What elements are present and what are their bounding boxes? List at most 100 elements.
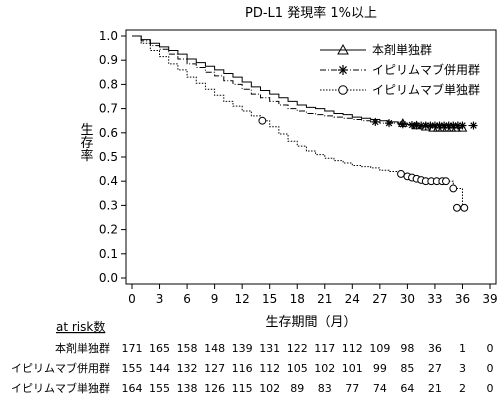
x-tick-label: 6: [183, 292, 191, 306]
x-axis-label: 生存期間（月）: [265, 315, 356, 330]
censor-marker-asterisk: [458, 121, 467, 130]
at-risk-value: 116: [232, 362, 253, 375]
series-line: [132, 35, 463, 208]
censor-marker-asterisk: [469, 121, 478, 130]
x-tick-label: 39: [482, 292, 497, 306]
at-risk-value: 112: [259, 362, 280, 375]
y-tick-label: 0.7: [99, 102, 118, 116]
legend-item: イピリムマブ併用群: [320, 62, 480, 77]
y-tick-label: 0.8: [99, 77, 118, 91]
series-3: [132, 35, 469, 212]
at-risk-value: 102: [314, 362, 335, 375]
at-risk-value: 98: [400, 342, 414, 355]
censor-marker-asterisk: [338, 65, 348, 75]
asterisk-stroke: [399, 121, 407, 128]
at-risk-row: イピリムマブ併用群 155 144 132 127 116 112 105 102 101 99 85…: [11, 361, 494, 375]
censor-marker-circle: [442, 177, 450, 186]
x-tick-label: 27: [372, 292, 387, 306]
asterisk-stroke: [459, 122, 466, 129]
at-risk-value: 126: [204, 382, 225, 395]
at-risk-value: 171: [122, 342, 143, 355]
at-risk-value: 21: [428, 382, 442, 395]
censor-marker-asterisk: [398, 120, 407, 129]
series-line: [132, 35, 463, 129]
at-risk-title: at risk数: [56, 319, 105, 334]
at-risk-value: 122: [287, 342, 308, 355]
at-risk-value: 99: [373, 362, 387, 375]
x-tick-label: 15: [262, 292, 277, 306]
at-risk-row-label: イピリムマブ単独群: [11, 381, 110, 395]
at-risk-value: 138: [177, 382, 198, 395]
at-risk-row-label: 本剤単独群: [55, 341, 110, 355]
x-tick-label: 21: [317, 292, 332, 306]
y-tick-label: 0.0: [99, 271, 118, 285]
at-risk-value: 131: [259, 342, 280, 355]
at-risk-value: 117: [314, 342, 335, 355]
censor-marker-circle: [449, 184, 458, 193]
at-risk-row-label: イピリムマブ併用群: [11, 361, 110, 375]
x-tick-label: 24: [345, 292, 360, 306]
at-risk-value: 3: [459, 362, 466, 375]
at-risk-value: 0: [487, 342, 494, 355]
censor-marker-asterisk: [440, 121, 449, 130]
at-risk-value: 0: [487, 382, 494, 395]
at-risk-value: 158: [177, 342, 198, 355]
at-risk-row: イピリムマブ単独群 164 155 138 126 115 102 89 83 77 74 64 21 2…: [11, 381, 494, 395]
x-tick-label: 36: [455, 292, 470, 306]
at-risk-value: 164: [122, 382, 143, 395]
at-risk-value: 148: [204, 342, 225, 355]
censor-marker-asterisk: [371, 117, 380, 126]
plot-area: 0.00.10.20.30.40.50.60.70.80.91.0 0 3 6 9 12…: [99, 29, 498, 306]
censor-marker-circle: [397, 170, 405, 178]
y-tick-label: 0.5: [99, 150, 118, 164]
y-tick-label: 0.9: [99, 53, 118, 67]
at-risk-value: 64: [400, 382, 414, 395]
at-risk-value: 112: [342, 342, 363, 355]
at-risk-value: 101: [342, 362, 363, 375]
censor-marker-triangle: [337, 43, 349, 55]
at-risk-value: 2: [459, 382, 466, 395]
at-risk-value: 155: [149, 382, 170, 395]
legend-label: イピリムマブ併用群: [372, 62, 480, 77]
series-2: [132, 35, 478, 130]
at-risk-value: 165: [149, 342, 170, 355]
chart-title: PD-L1 発現率 1%以上: [245, 5, 377, 21]
y-axis: 0.0 0.1 0.2 0.3 0.4 0.5 0.6 0.7 0.8 0.9 1.0: [99, 29, 126, 285]
x-tick-label: 12: [235, 292, 250, 306]
asterisk-stroke: [385, 119, 393, 127]
at-risk-value: 36: [428, 342, 442, 355]
at-risk-value: 139: [232, 342, 253, 355]
y-axis-label: 生存率: [78, 123, 94, 162]
y-tick-label: 0.3: [99, 198, 118, 212]
legend-item: 本剤単独群: [320, 42, 432, 57]
y-tick-label: 0.2: [99, 223, 118, 237]
at-risk-row: 本剤単独群 171 165 158 148 139 131 122 117 112 109 98 36 1…: [55, 341, 494, 355]
at-risk-value: 109: [369, 342, 390, 355]
at-risk-value: 74: [373, 382, 387, 395]
at-risk-rows: 本剤単独群 171 165 158 148 139 131 122 117 112 109 98 36 1…: [11, 341, 494, 395]
censor-marker-circle: [453, 203, 461, 212]
y-tick-label: 0.1: [99, 247, 118, 261]
censor-marker-asterisk: [412, 121, 421, 130]
asterisk-stroke: [470, 122, 477, 129]
at-risk-value: 77: [345, 382, 359, 395]
at-risk-value: 155: [122, 362, 143, 375]
y-tick-label: 0.6: [99, 126, 118, 140]
at-risk-value: 85: [400, 362, 414, 375]
at-risk-value: 0: [487, 362, 494, 375]
legend-label: イピリムマブ単独群: [372, 82, 480, 97]
at-risk-table: at risk数 本剤単独群 171 165 158 148 139 131 122 117 11…: [11, 319, 494, 395]
censor-marker-circle: [258, 116, 267, 125]
x-tick-label: 30: [400, 292, 415, 306]
at-risk-value: 102: [259, 382, 280, 395]
x-tick-label: 3: [156, 292, 164, 306]
survival-curves: [132, 35, 478, 212]
x-tick-label: 33: [427, 292, 442, 306]
censor-marker-asterisk: [385, 119, 394, 128]
x-tick-label: 0: [128, 292, 136, 306]
at-risk-value: 89: [290, 382, 304, 395]
y-tick-label: 1.0: [99, 29, 118, 43]
